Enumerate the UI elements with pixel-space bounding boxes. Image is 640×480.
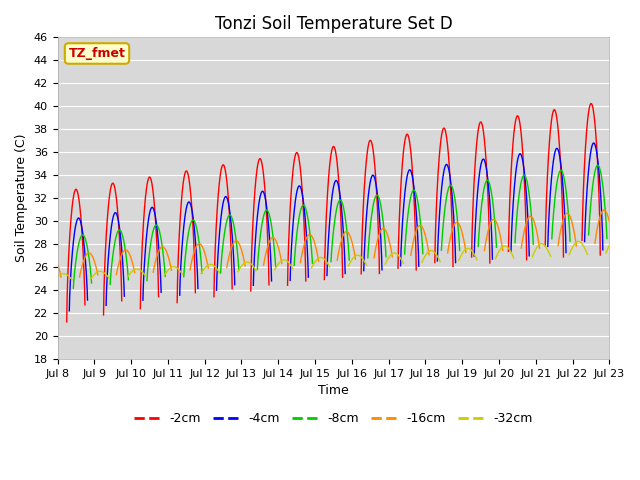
Legend: -2cm, -4cm, -8cm, -16cm, -32cm: -2cm, -4cm, -8cm, -16cm, -32cm xyxy=(129,407,538,430)
Title: Tonzi Soil Temperature Set D: Tonzi Soil Temperature Set D xyxy=(214,15,452,33)
X-axis label: Time: Time xyxy=(318,384,349,397)
Y-axis label: Soil Temperature (C): Soil Temperature (C) xyxy=(15,134,28,263)
Text: TZ_fmet: TZ_fmet xyxy=(68,47,125,60)
